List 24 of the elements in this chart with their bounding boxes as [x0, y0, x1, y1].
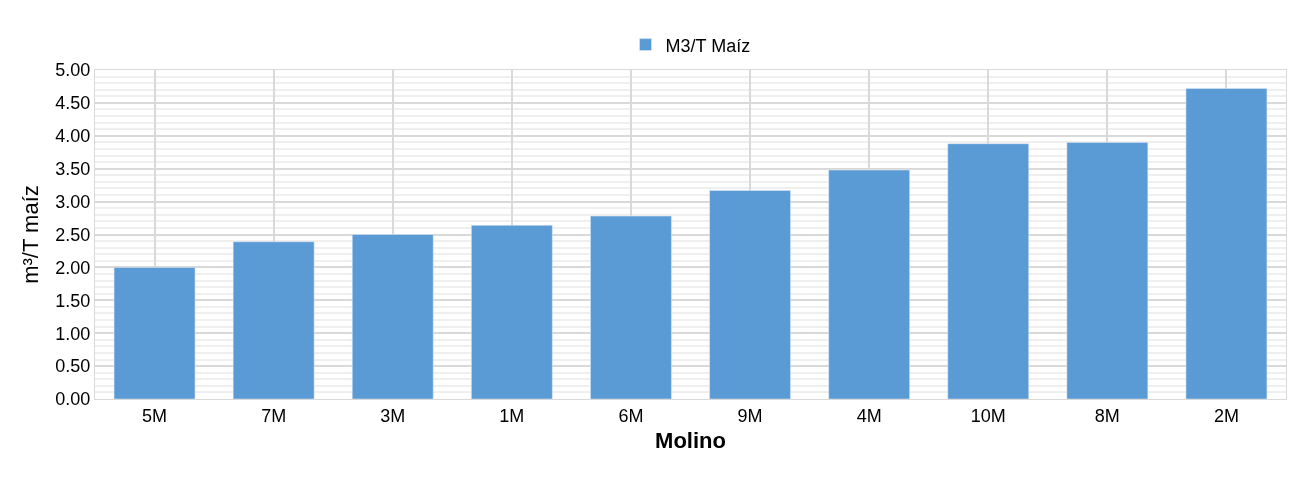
y-tick-label: 1.50 — [55, 290, 91, 311]
x-tick-label: 5M — [142, 405, 168, 426]
x-tick-label: 10M — [970, 405, 1006, 426]
y-tick-label: 5.00 — [55, 60, 91, 81]
y-tick-label: 3.00 — [55, 191, 91, 212]
x-tick-label: 7M — [261, 405, 287, 426]
y-tick-label: 4.50 — [55, 93, 91, 114]
y-tick-label: 4.00 — [55, 126, 91, 147]
y-tick-label: 2.00 — [55, 257, 91, 278]
x-axis-title: Molino — [655, 428, 726, 454]
legend-label: M3/T Maíz — [665, 35, 751, 56]
x-tick-label: 2M — [1213, 405, 1239, 426]
x-tick-label: 3M — [380, 405, 406, 426]
y-tick-label: 0.00 — [55, 389, 91, 410]
y-tick-label: 1.00 — [55, 323, 91, 344]
x-tick-label: 8M — [1094, 405, 1120, 426]
y-tick-label: 0.50 — [55, 356, 91, 377]
x-tick-label: 9M — [737, 405, 763, 426]
y-axis-title: m³/T maíz — [18, 185, 44, 284]
x-tick-label: 4M — [856, 405, 882, 426]
y-tick-label: 3.50 — [55, 159, 91, 179]
y-tick-label: 2.50 — [55, 224, 91, 245]
x-tick-label: 1M — [499, 405, 525, 426]
x-tick-label: 6M — [618, 405, 644, 426]
